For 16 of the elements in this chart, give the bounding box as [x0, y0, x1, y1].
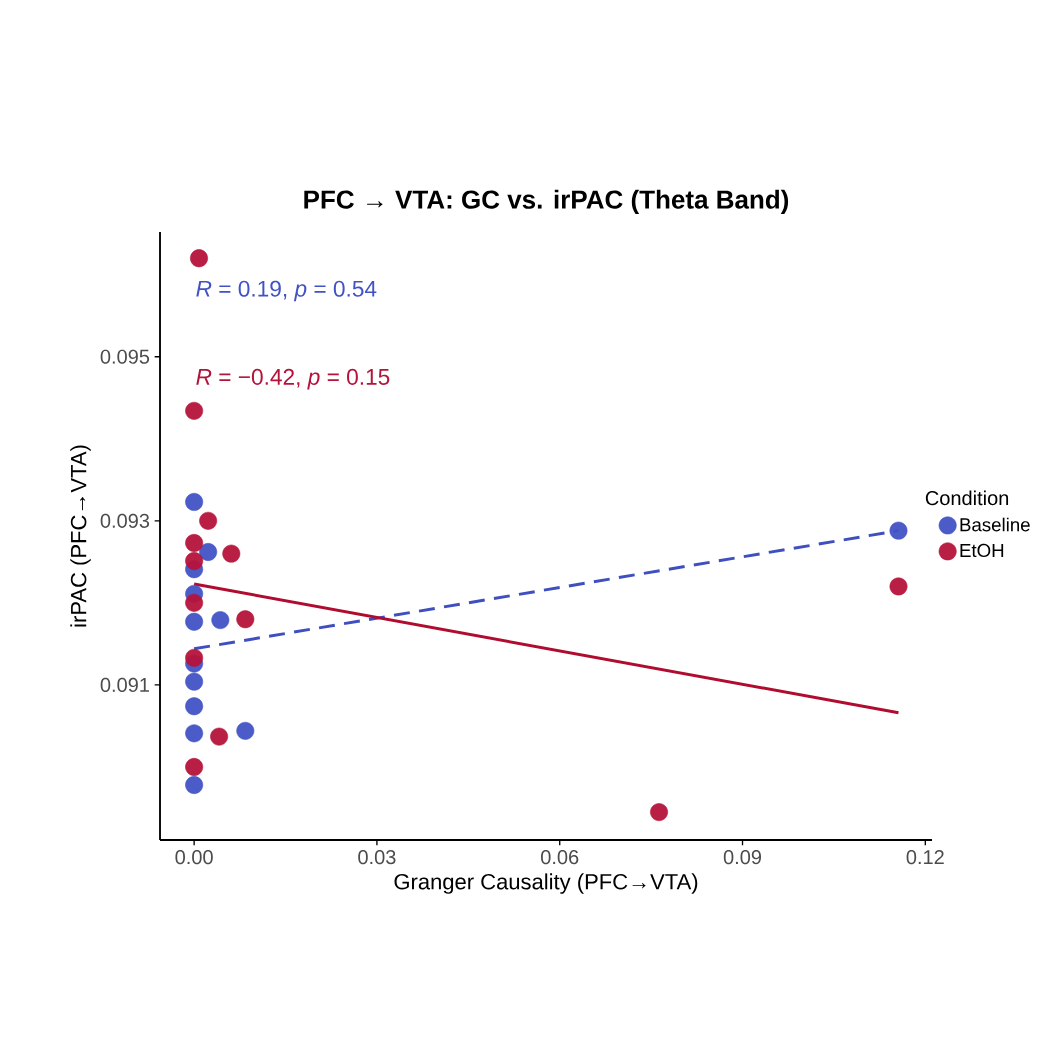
x-tick-label: 0.12 — [906, 850, 944, 865]
legend-title: Condition — [925, 490, 1009, 506]
x-axis-title: Granger Causality (PFC→VTA) — [394, 873, 698, 894]
x-tick-label: 0.00 — [175, 850, 213, 865]
y-axis-title: irPAC (PFC→VTA) — [70, 445, 91, 627]
y-tick-label: 0.095 — [100, 349, 150, 364]
x-tick-label: 0.03 — [358, 850, 396, 865]
legend-label: Baseline — [960, 517, 1030, 532]
x-tick-label: 0.09 — [723, 850, 762, 865]
x-tick-label: 0.06 — [541, 850, 579, 865]
annotation: R = −0.42, p = 0.15 — [196, 368, 390, 390]
annotation: R = 0.19, p = 0.54 — [196, 280, 377, 302]
chart-title: PFC → VTA: GC vs. irPAC (Theta Band) — [304, 189, 789, 214]
legend-label: EtOH — [960, 543, 1004, 558]
y-tick-label: 0.093 — [100, 513, 150, 528]
y-tick-label: 0.091 — [100, 677, 149, 692]
